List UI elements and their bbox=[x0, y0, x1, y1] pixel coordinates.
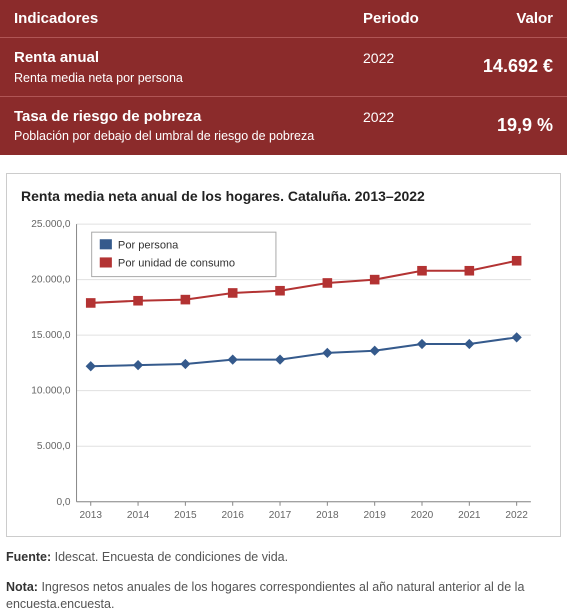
col-header-indicator: Indicadores bbox=[14, 10, 363, 27]
indicator-row: Tasa de riesgo de pobrezaPoblación por d… bbox=[0, 97, 567, 155]
svg-text:Por unidad de consumo: Por unidad de consumo bbox=[118, 257, 235, 269]
source-text: Idescat. Encuesta de condiciones de vida… bbox=[55, 550, 288, 564]
svg-text:5.000,0: 5.000,0 bbox=[37, 441, 71, 452]
svg-text:2020: 2020 bbox=[411, 509, 434, 520]
indicator-value: 19,9 % bbox=[463, 115, 553, 136]
svg-text:2013: 2013 bbox=[80, 509, 103, 520]
indicator-period: 2022 bbox=[363, 48, 463, 66]
svg-text:2014: 2014 bbox=[127, 509, 150, 520]
indicator-subtitle: Renta media neta por persona bbox=[14, 70, 363, 86]
indicator-label: Tasa de riesgo de pobrezaPoblación por d… bbox=[14, 107, 363, 145]
svg-text:2019: 2019 bbox=[363, 509, 386, 520]
indicator-label: Renta anual Renta media neta por persona bbox=[14, 48, 363, 86]
svg-text:2016: 2016 bbox=[221, 509, 244, 520]
line-chart: 0,0 5.000,0 10.000,0 15.000,0 20.000,0 25.000… bbox=[21, 214, 546, 527]
svg-text:2022: 2022 bbox=[505, 509, 528, 520]
svg-text:2015: 2015 bbox=[174, 509, 197, 520]
note-footnote: Nota: Ingresos netos anuales de los hoga… bbox=[6, 579, 561, 614]
indicator-row: Renta anual Renta media neta por persona2… bbox=[0, 38, 567, 97]
svg-text:2017: 2017 bbox=[269, 509, 292, 520]
source-footnote: Fuente: Idescat. Encuesta de condiciones… bbox=[6, 549, 561, 567]
indicators-table: Indicadores Periodo Valor Renta anualRen… bbox=[0, 0, 567, 155]
indicator-period: 2022 bbox=[363, 107, 463, 125]
col-header-value: Valor bbox=[463, 10, 553, 27]
svg-text:2018: 2018 bbox=[316, 509, 339, 520]
svg-text:0,0: 0,0 bbox=[56, 496, 70, 507]
svg-text:15.000,0: 15.000,0 bbox=[31, 330, 71, 341]
indicator-title: Renta anual bbox=[14, 48, 363, 68]
svg-text:2021: 2021 bbox=[458, 509, 481, 520]
svg-text:10.000,0: 10.000,0 bbox=[31, 385, 71, 396]
svg-text:Por persona: Por persona bbox=[118, 239, 179, 251]
col-header-period: Periodo bbox=[363, 10, 463, 27]
chart-title: Renta media neta anual de los hogares. C… bbox=[21, 188, 546, 204]
indicator-title: Tasa de riesgo de pobreza bbox=[14, 107, 363, 127]
note-label: Nota: bbox=[6, 580, 38, 594]
svg-text:20.000,0: 20.000,0 bbox=[31, 274, 71, 285]
indicators-header-row: Indicadores Periodo Valor bbox=[0, 0, 567, 38]
source-label: Fuente: bbox=[6, 550, 51, 564]
indicator-subtitle: Población por debajo del umbral de riesg… bbox=[14, 128, 363, 144]
chart-card: Renta media neta anual de los hogares. C… bbox=[6, 173, 561, 538]
indicator-value: 14.692 € bbox=[463, 56, 553, 77]
svg-text:25.000,0: 25.000,0 bbox=[31, 219, 71, 230]
